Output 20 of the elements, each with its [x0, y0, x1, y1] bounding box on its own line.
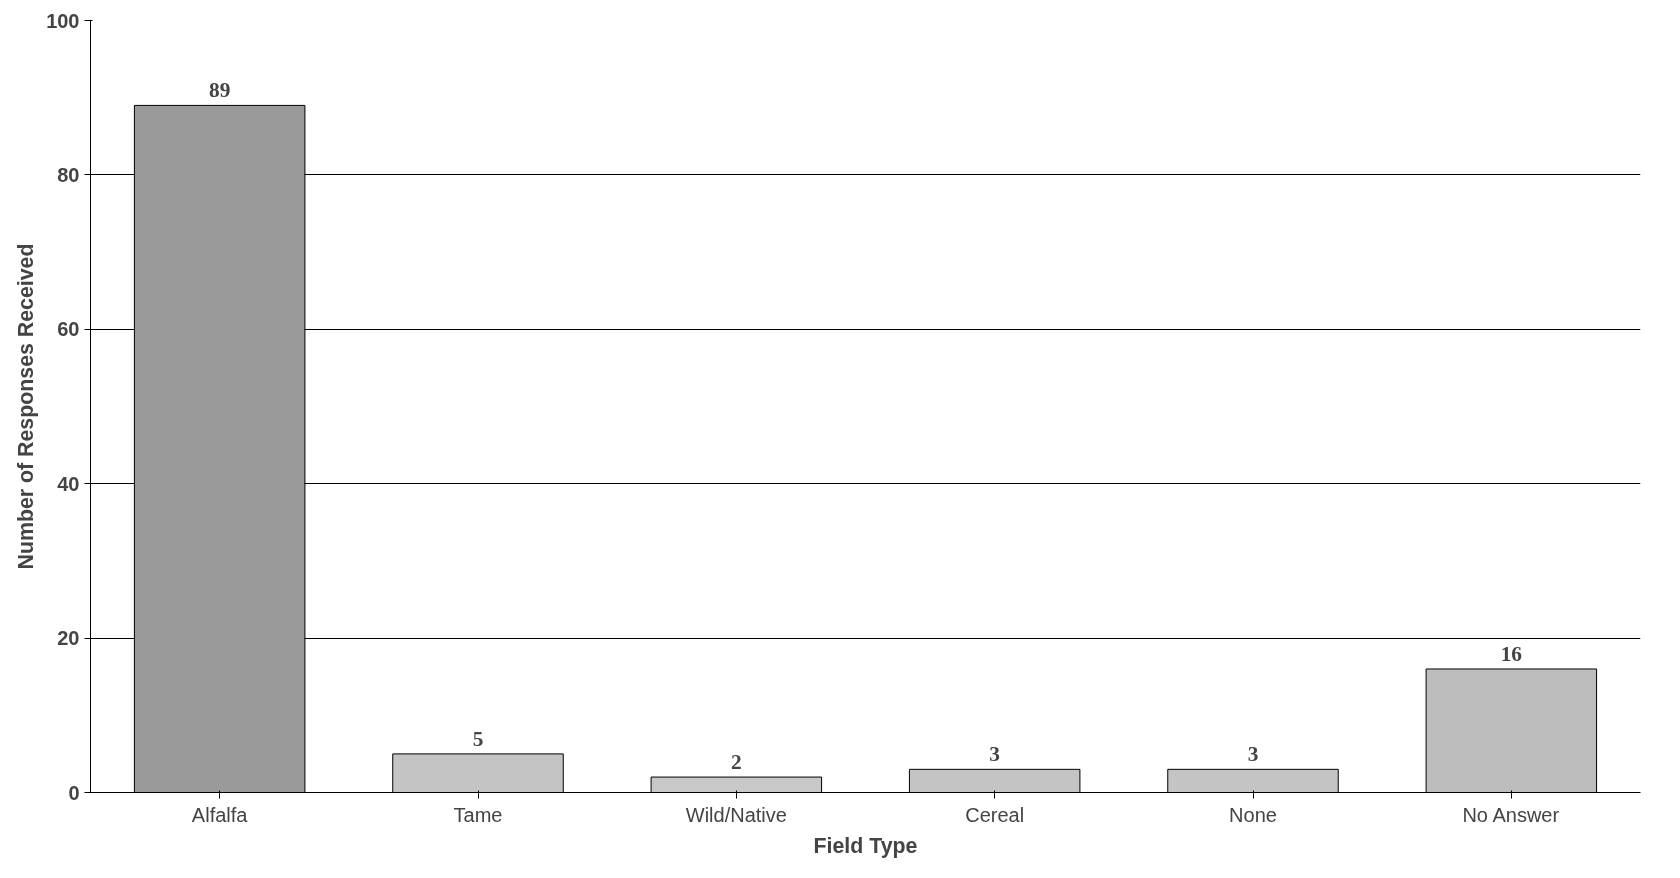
x-tick-label: Cereal — [965, 803, 1025, 826]
x-tick-label: Alfalfa — [191, 803, 249, 826]
y-axis-title: Number of Responses Received — [14, 243, 39, 570]
x-axis-title: Field Type — [813, 833, 918, 858]
x-tick-label: None — [1229, 803, 1277, 826]
x-tick-label: Wild/Native — [685, 803, 787, 826]
x-tick-label: No Answer — [1462, 803, 1560, 826]
data-label: 2 — [731, 750, 742, 775]
x-tick-label: Tame — [453, 803, 503, 826]
data-label: 3 — [1247, 742, 1259, 767]
y-tick-label: 40 — [57, 472, 80, 495]
y-tick-label: 20 — [57, 627, 80, 650]
y-tick-label: 60 — [57, 318, 80, 341]
data-label: 16 — [1500, 641, 1523, 666]
y-tick-label: 80 — [57, 163, 80, 186]
data-label: 5 — [472, 726, 484, 751]
y-tick-label: 100 — [46, 9, 80, 32]
data-label: 3 — [989, 742, 1001, 767]
data-label: 89 — [209, 78, 231, 103]
y-tick-label: 0 — [68, 781, 80, 804]
